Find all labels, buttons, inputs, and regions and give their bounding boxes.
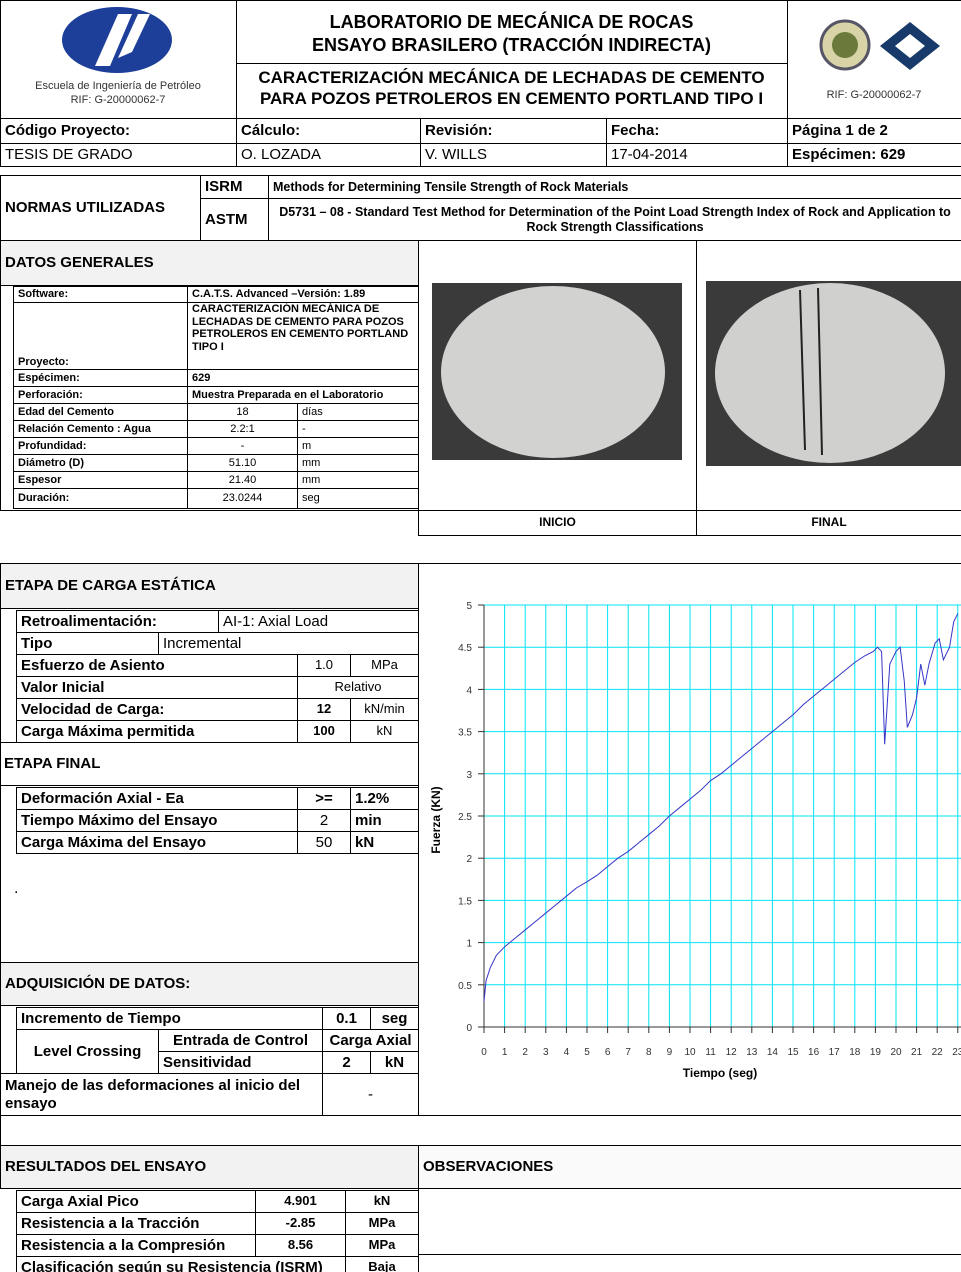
x-tick-label: 12 <box>726 1047 738 1058</box>
y-tick-label: 0.5 <box>458 981 472 992</box>
x-tick-label: 9 <box>667 1047 673 1058</box>
x-tick-label: 23 <box>952 1047 961 1058</box>
x-tick-label: 3 <box>543 1047 549 1058</box>
x-tick-label: 14 <box>767 1047 779 1058</box>
x-tick-label: 15 <box>787 1047 799 1058</box>
cell <box>0 563 419 1116</box>
x-tick-label: 22 <box>932 1047 944 1058</box>
x-tick-label: 1 <box>502 1047 508 1058</box>
x-tick-label: 6 <box>605 1047 611 1058</box>
cell: DATOS GENERALES <box>0 240 419 286</box>
data-line <box>483 613 959 1002</box>
y-tick-label: 1.5 <box>458 896 472 907</box>
y-axis-label: Fuerza (KN) <box>429 786 443 853</box>
chart: 0 1 2 3 4 5 6 7 8 9 10 11 12 13 14 15 16 17 18 19 20 21 22 2300… <box>429 601 961 1080</box>
x-tick-label: 20 <box>890 1047 902 1058</box>
x-tick-label: 16 <box>808 1047 820 1058</box>
y-tick-label: 4.5 <box>458 643 472 654</box>
text: RIF: G-20000062-7 <box>826 89 922 101</box>
text: CARACTERIZACIÓN MECÁNICA DE LECHADAS DE … <box>258 68 765 87</box>
cell: Retroalimentación: <box>16 610 219 633</box>
x-tick-label: 0 <box>481 1047 487 1058</box>
cell: CARACTERIZACIÓN MECÁNICA DE LECHADAS DE … <box>187 302 419 370</box>
x-axis-label: Tiempo (seg) <box>683 1066 757 1080</box>
text: Escuela de Ingeniería de Petróleo <box>35 80 201 92</box>
cell: Software: <box>13 286 188 303</box>
x-tick-label: 5 <box>584 1047 590 1058</box>
cell <box>0 285 419 511</box>
x-tick-label: 4 <box>564 1047 570 1058</box>
y-tick-label: 1 <box>466 939 472 950</box>
y-tick-label: 2.5 <box>458 812 472 823</box>
cell: Incremento de Tiempo <box>16 1007 323 1030</box>
x-tick-label: 2 <box>522 1047 528 1058</box>
x-tick-label: 10 <box>684 1047 696 1058</box>
y-tick-label: 5 <box>466 601 472 612</box>
y-tick-label: 0 <box>466 1023 472 1034</box>
y-tick-label: 3 <box>466 770 472 781</box>
x-tick-label: 19 <box>870 1047 882 1058</box>
cell: Deformación Axial - Ea <box>16 787 298 810</box>
cell <box>0 0 237 119</box>
x-tick-label: 17 <box>829 1047 841 1058</box>
text: . <box>14 880 19 897</box>
text: ENSAYO BRASILERO (TRACCIÓN INDIRECTA) <box>311 35 711 55</box>
cell: NORMAS UTILIZADAS <box>0 175 201 241</box>
text: LABORATORIO DE MECÁNICA DE ROCAS <box>329 12 694 32</box>
text: RIF: G-20000062-7 <box>70 94 166 106</box>
x-tick-label: 13 <box>746 1047 758 1058</box>
x-tick-label: 21 <box>911 1047 923 1058</box>
y-tick-label: 3.5 <box>458 728 472 739</box>
x-tick-label: 8 <box>646 1047 652 1058</box>
x-tick-label: 11 <box>705 1047 716 1058</box>
cell: Carga Axial Pico <box>16 1190 256 1213</box>
cell: ADQUISICIÓN DE DATOS: <box>0 962 419 1006</box>
x-tick-label: 7 <box>625 1047 631 1058</box>
x-tick-label: 18 <box>849 1047 861 1058</box>
y-tick-label: 4 <box>466 685 472 696</box>
text: PARA POZOS PETROLEROS EN CEMENTO PORTLAN… <box>259 89 764 108</box>
y-tick-label: 2 <box>466 854 472 865</box>
cell: RESULTADOS DEL ENSAYO <box>0 1145 419 1189</box>
